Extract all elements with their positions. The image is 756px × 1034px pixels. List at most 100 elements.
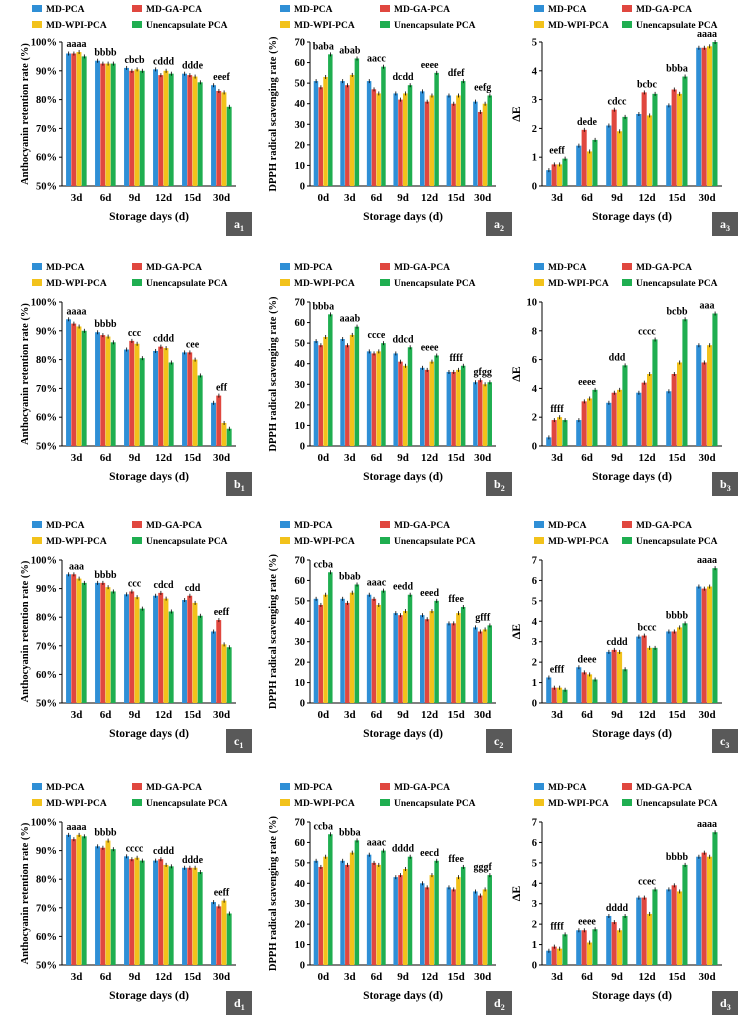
bar <box>434 860 439 965</box>
y-tick-label: 0 <box>532 961 537 972</box>
bar <box>313 598 319 703</box>
bar <box>349 74 355 186</box>
bar <box>477 380 483 446</box>
bar <box>477 895 483 965</box>
significance-letters: eff <box>216 383 228 394</box>
bar <box>576 145 582 186</box>
y-tick-label: 50% <box>36 182 57 193</box>
x-axis-label: Storage days (d) <box>363 990 443 1002</box>
legend-label: MD-WPI-PCA <box>46 799 107 809</box>
bar <box>124 594 129 703</box>
significance-letters: cdcc <box>608 97 627 108</box>
significance-letters: ccce <box>368 330 386 341</box>
bar <box>420 367 425 446</box>
x-tick-label: 6d <box>581 452 593 464</box>
bar <box>318 345 323 446</box>
x-axis-label: Storage days (d) <box>592 728 672 740</box>
legend-label: MD-GA-PCA <box>146 5 202 15</box>
bar <box>434 600 439 703</box>
significance-letters: bcbb <box>666 306 688 317</box>
x-tick-label: 9d <box>611 971 623 983</box>
y-axis-label: DPPH radical scavenging rate (%) <box>268 296 279 452</box>
legend-label: Unencapsulate PCA <box>394 279 476 289</box>
y-tick-label: 30 <box>295 899 306 910</box>
bar <box>221 644 227 703</box>
bar <box>551 164 557 186</box>
y-tick-label: 10 <box>295 161 306 172</box>
bar <box>313 860 319 965</box>
bar <box>95 332 100 446</box>
bar <box>407 856 413 965</box>
bar <box>340 860 345 965</box>
bar <box>647 913 653 965</box>
legend-swatch <box>380 21 390 28</box>
legend-swatch <box>534 21 544 28</box>
bar <box>473 101 478 186</box>
y-tick-label: 4 <box>532 617 538 628</box>
legend-label: MD-WPI-PCA <box>548 279 609 289</box>
y-axis-label: Anthocyanin retention rate (%) <box>20 303 31 445</box>
bar <box>482 103 488 186</box>
x-tick-label: 3d <box>551 192 563 204</box>
significance-letters: cccc <box>638 326 656 337</box>
bar <box>354 58 360 187</box>
y-tick-label: 10 <box>295 421 306 432</box>
x-tick-label: 30d <box>213 709 230 721</box>
panel-label-sub: 3 <box>725 741 729 750</box>
x-tick-label: 12d <box>421 971 438 983</box>
bar <box>328 834 333 965</box>
bar <box>376 93 381 186</box>
legend-label: MD-GA-PCA <box>636 5 692 15</box>
y-tick-label: 4 <box>532 384 538 395</box>
bar <box>318 866 323 965</box>
bar <box>652 647 658 703</box>
chart-b2: MD-PCA MD-GA-PCA MD-WPI-PCA Unencapsulate P… <box>268 263 512 496</box>
significance-letters: dddd <box>606 903 629 914</box>
legend-swatch <box>132 783 142 790</box>
bar <box>168 362 174 446</box>
bar <box>221 92 227 186</box>
x-tick-label: 30d <box>213 971 230 983</box>
y-tick-label: 60% <box>36 670 57 681</box>
bar <box>682 623 688 703</box>
y-tick-label: 50 <box>295 596 306 607</box>
bar <box>712 42 718 186</box>
significance-letters: dddd <box>392 844 415 855</box>
chart-a3: MD-PCA MD-GA-PCA MD-WPI-PCA Unencapsulate P… <box>509 5 738 236</box>
y-tick-label: 60 <box>295 576 306 587</box>
x-tick-label: 30d <box>474 192 491 204</box>
bar <box>707 345 713 446</box>
x-tick-label: 12d <box>638 971 655 983</box>
bar <box>482 384 488 446</box>
panel-label: b2 <box>494 477 505 493</box>
bar <box>407 347 413 446</box>
legend-swatch <box>534 521 544 528</box>
y-tick-label: 4 <box>532 66 538 77</box>
y-tick-label: 1 <box>532 678 537 689</box>
legend-swatch <box>32 5 42 12</box>
x-axis-label: Storage days (d) <box>592 990 672 1002</box>
bar <box>110 849 116 965</box>
legend-swatch <box>622 799 632 806</box>
bar <box>163 864 169 965</box>
bar <box>647 647 653 703</box>
significance-letters: eefg <box>474 82 491 93</box>
legend-label: Unencapsulate PCA <box>636 799 718 809</box>
legend-label: Unencapsulate PCA <box>394 799 476 809</box>
legend-swatch <box>280 783 290 790</box>
legend-label: MD-PCA <box>46 5 85 15</box>
significance-letters: cccc <box>126 843 144 854</box>
bar <box>71 323 77 446</box>
x-tick-label: 6d <box>100 709 112 721</box>
legend-label: MD-WPI-PCA <box>46 279 107 289</box>
x-tick-label: 9d <box>611 192 623 204</box>
bar <box>371 89 377 186</box>
significance-letters: aaa <box>700 301 715 312</box>
significance-letters: eeff <box>549 146 565 157</box>
bar <box>652 889 658 965</box>
y-tick-label: 5 <box>532 596 537 607</box>
panel-label-sub: 3 <box>726 224 730 233</box>
x-tick-label: 30d <box>698 452 715 464</box>
y-tick-label: 6 <box>532 576 537 587</box>
x-tick-label: 12d <box>155 971 172 983</box>
